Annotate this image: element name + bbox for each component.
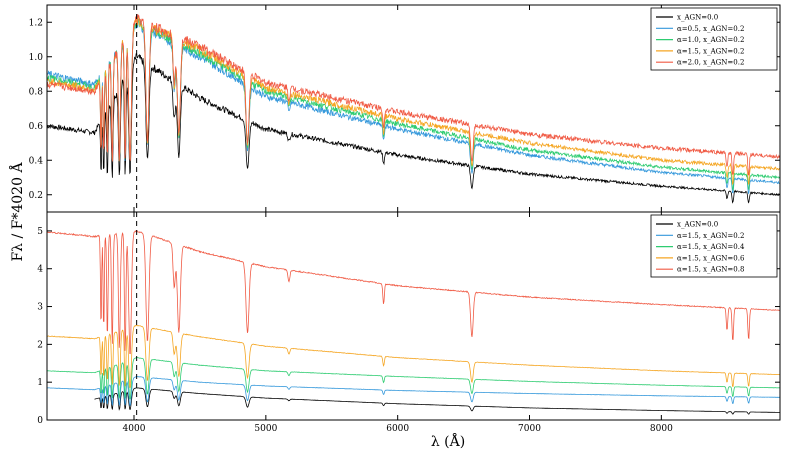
legend-label: α=1.0, x_AGN=0.2 <box>677 36 744 44</box>
legend-label: α=2.0, x_AGN=0.2 <box>677 59 744 67</box>
legend-label: α=1.5, x_AGN=0.6 <box>677 254 745 262</box>
series-line-bottom-3 <box>46 324 781 388</box>
legend-label: α=0.5, x_AGN=0.2 <box>677 25 744 33</box>
x-tick-label: 6000 <box>386 424 409 434</box>
y-axis-label: Fλ / F*4020 Å <box>8 162 26 262</box>
x-tick-label: 7000 <box>518 424 541 434</box>
plot-frame <box>46 211 781 421</box>
series-line-top-2 <box>46 18 781 192</box>
legend-label: x_AGN=0.0 <box>677 14 718 22</box>
x-tick-label: 8000 <box>650 424 673 434</box>
x-axis-label: λ (Å) <box>431 432 465 450</box>
y-tick-label: 1.2 <box>29 18 43 28</box>
y-tick-label: 4 <box>37 265 43 275</box>
legend-label: α=1.5, x_AGN=0.4 <box>677 243 745 251</box>
bottom-panel: 4000 5000 6000 7000 8000 0 1 2 3 4 5 x_AGN=0.0 α=1.5… <box>37 211 781 434</box>
series-line-top-1 <box>46 19 781 195</box>
series-line-top-0 <box>46 52 781 204</box>
y-tick-label: 0.8 <box>29 87 44 97</box>
series-line-bottom-1 <box>46 375 781 406</box>
series-line-top-4 <box>46 14 781 176</box>
legend-label: x_AGN=0.0 <box>677 221 718 229</box>
legend-label: α=1.5, x_AGN=0.2 <box>677 232 744 240</box>
x-tick-label: 5000 <box>254 424 277 434</box>
series-line-bottom-0 <box>94 387 781 415</box>
y-tick-label: 0 <box>37 416 43 426</box>
y-tick-label: 2 <box>37 340 43 350</box>
legend-label: α=1.5, x_AGN=0.2 <box>677 47 744 55</box>
y-tick-label: 0.6 <box>29 122 44 132</box>
legend-label: α=1.5, x_AGN=0.8 <box>677 266 744 274</box>
y-tick-label: 1.0 <box>29 53 44 63</box>
top-panel: 0.2 0.4 0.6 0.8 1.0 1.2 x_AGN=0.0 α=0.5, x_AGN=… <box>29 4 781 213</box>
y-tick-label: 0.4 <box>29 156 44 166</box>
y-tick-label: 5 <box>37 227 43 237</box>
y-tick-label: 0.2 <box>29 191 43 201</box>
series-line-bottom-4 <box>46 230 781 355</box>
y-tick-label: 1 <box>37 378 43 388</box>
x-tick-label: 4000 <box>123 424 146 434</box>
series-line-bottom-2 <box>46 356 780 400</box>
y-tick-label: 3 <box>37 303 43 313</box>
